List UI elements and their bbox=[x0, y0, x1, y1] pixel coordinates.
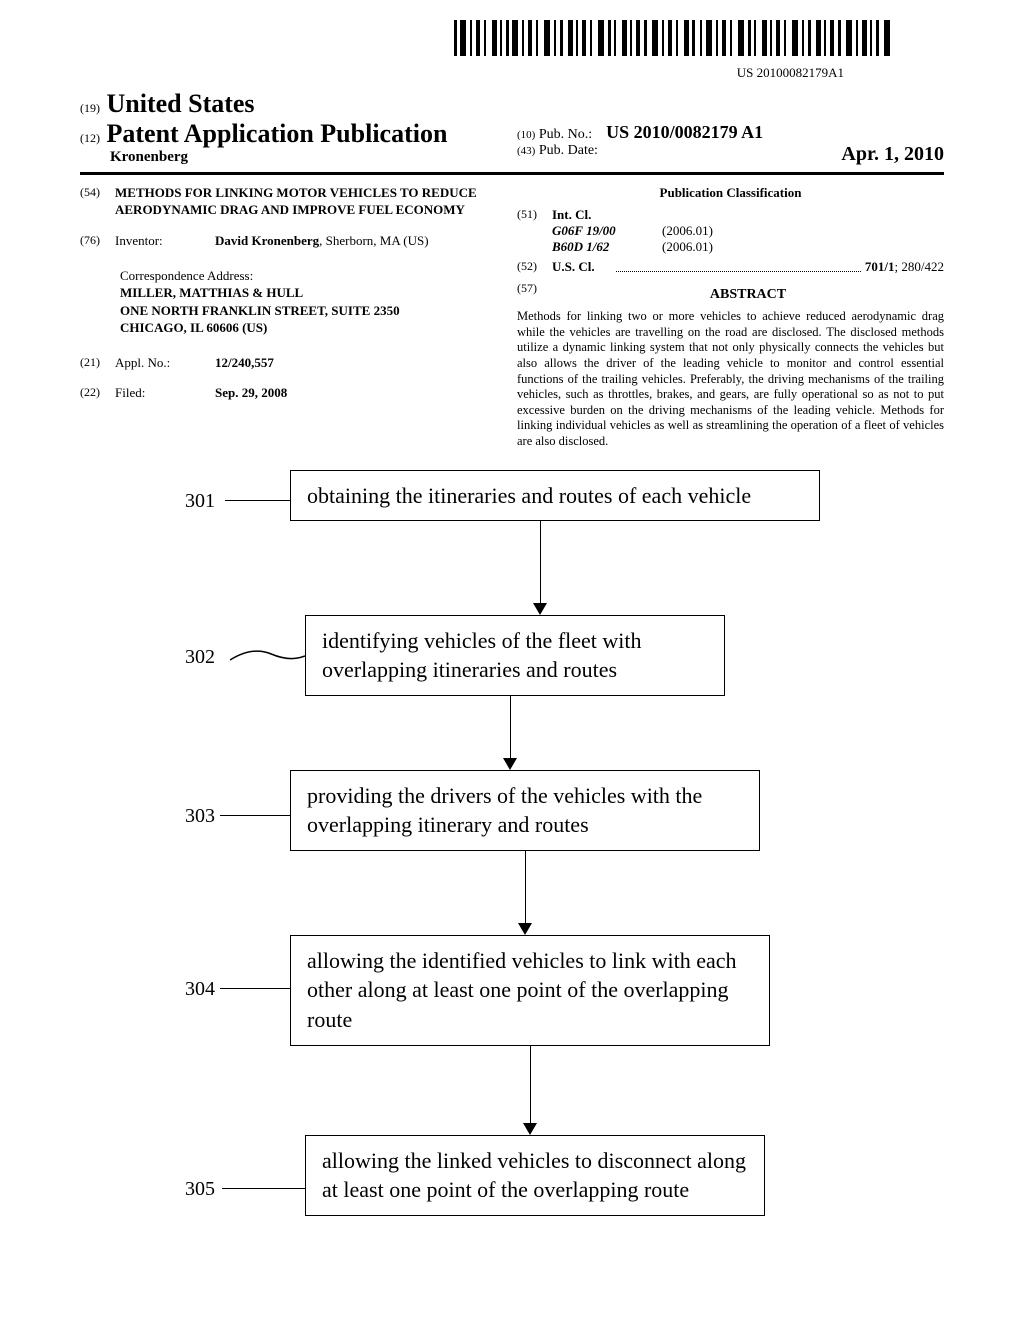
pubno-label: Pub. No.: bbox=[539, 127, 592, 142]
intcl-label: Int. Cl. bbox=[552, 207, 944, 223]
abstract-title: ABSTRACT bbox=[552, 287, 944, 303]
intcl-symbol: G06F 19/00 bbox=[552, 223, 662, 239]
flowchart-step-number: 304 bbox=[185, 978, 215, 1001]
inid-76: (76) bbox=[80, 233, 115, 249]
inid-52: (52) bbox=[517, 259, 552, 275]
bibliographic-columns: (54) METHODS FOR LINKING MOTOR VEHICLES … bbox=[80, 185, 944, 450]
inid-21: (21) bbox=[80, 355, 115, 371]
correspondence-line3: CHICAGO, IL 60606 (US) bbox=[120, 319, 507, 337]
inid-12: (12) bbox=[80, 131, 100, 145]
inid-57: (57) bbox=[517, 281, 552, 309]
uscl-secondary: ; 280/422 bbox=[895, 259, 944, 274]
filing-date: Sep. 29, 2008 bbox=[215, 385, 287, 400]
leader-line bbox=[230, 646, 305, 666]
flowchart-arrow bbox=[530, 1045, 531, 1125]
barcode-block bbox=[80, 20, 944, 61]
intcl-version: (2006.01) bbox=[662, 239, 713, 255]
intcl-version: (2006.01) bbox=[662, 223, 713, 239]
flowchart-arrow bbox=[525, 850, 526, 925]
barcode-icon bbox=[454, 20, 894, 56]
flowchart-step-number: 301 bbox=[185, 490, 215, 513]
pubdate-label: Pub. Date: bbox=[539, 143, 598, 158]
publication-classification-title: Publication Classification bbox=[517, 185, 944, 201]
flowchart-figure: obtaining the itineraries and routes of … bbox=[80, 470, 944, 1290]
publication-number: US 2010/0082179 A1 bbox=[606, 122, 763, 142]
author-name: Kronenberg bbox=[80, 149, 507, 166]
inid-51: (51) bbox=[517, 207, 552, 255]
flowchart-step: allowing the identified vehicles to link… bbox=[290, 935, 770, 1046]
correspondence-line1: MILLER, MATTHIAS & HULL bbox=[120, 284, 507, 302]
flowchart-step: obtaining the itineraries and routes of … bbox=[290, 470, 820, 522]
flowchart-step: providing the drivers of the vehicles wi… bbox=[290, 770, 760, 851]
country-name: United States bbox=[107, 89, 255, 118]
inventor-label: Inventor: bbox=[115, 233, 215, 249]
correspondence-address: Correspondence Address: MILLER, MATTHIAS… bbox=[120, 267, 507, 337]
dotted-leader bbox=[616, 259, 861, 272]
arrow-head-icon bbox=[523, 1123, 537, 1135]
invention-title: METHODS FOR LINKING MOTOR VEHICLES TO RE… bbox=[115, 185, 507, 219]
arrow-head-icon bbox=[503, 758, 517, 770]
flowchart-arrow bbox=[510, 695, 511, 760]
leader-line bbox=[222, 1188, 305, 1189]
barcode-number: US 20100082179A1 bbox=[80, 65, 944, 81]
uscl-label: U.S. Cl. bbox=[552, 259, 612, 275]
document-type: Patent Application Publication bbox=[107, 119, 448, 148]
arrow-head-icon bbox=[518, 923, 532, 935]
leader-line bbox=[220, 988, 290, 989]
inid-54: (54) bbox=[80, 185, 115, 219]
uscl-main: 701/1 bbox=[865, 259, 895, 274]
flowchart-step: identifying vehicles of the fleet with o… bbox=[305, 615, 725, 696]
flowchart-step-number: 302 bbox=[185, 646, 215, 669]
inid-22: (22) bbox=[80, 385, 115, 401]
flowchart-arrow bbox=[540, 520, 541, 605]
inid-10: (10) bbox=[517, 129, 535, 141]
application-number: 12/240,557 bbox=[215, 355, 274, 370]
correspondence-label: Correspondence Address: bbox=[120, 267, 507, 285]
leader-line bbox=[225, 500, 290, 501]
arrow-head-icon bbox=[533, 603, 547, 615]
correspondence-line2: ONE NORTH FRANKLIN STREET, SUITE 2350 bbox=[120, 302, 507, 320]
inid-43: (43) bbox=[517, 145, 535, 157]
leader-line bbox=[220, 815, 290, 816]
flowchart-step-number: 305 bbox=[185, 1178, 215, 1201]
applno-label: Appl. No.: bbox=[115, 355, 215, 371]
inventor-location: , Sherborn, MA (US) bbox=[319, 233, 428, 248]
filed-label: Filed: bbox=[115, 385, 215, 401]
inventor-name: David Kronenberg bbox=[215, 233, 319, 248]
flowchart-step-number: 303 bbox=[185, 805, 215, 828]
intcl-symbol: B60D 1/62 bbox=[552, 239, 662, 255]
abstract-text: Methods for linking two or more vehicles… bbox=[517, 309, 944, 450]
inid-19: (19) bbox=[80, 101, 100, 115]
publication-date: Apr. 1, 2010 bbox=[841, 143, 944, 166]
flowchart-step: allowing the linked vehicles to disconne… bbox=[305, 1135, 765, 1216]
header-block: (19) United States (12) Patent Applicati… bbox=[80, 89, 944, 175]
